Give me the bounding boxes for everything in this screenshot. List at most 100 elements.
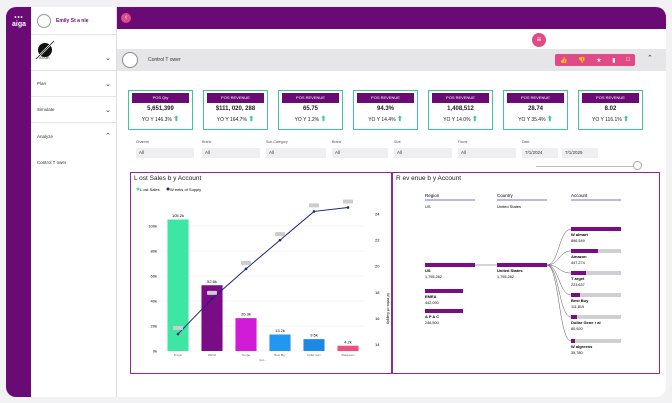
account-value: 223,637 — [571, 283, 585, 287]
kpi-yoy: YO Y 146.3% ⬆ — [129, 115, 192, 123]
kpi-card[interactable]: POS REVENUE 28.74 YO Y 35.4% ⬆ — [503, 90, 568, 130]
kpi-yoy-text: YO Y 116.1% — [591, 117, 622, 123]
account-bar — [571, 249, 598, 253]
bar-data-label: 9.5k — [310, 333, 318, 338]
region-bar — [425, 309, 463, 313]
menu-item-label: Analyze — [37, 133, 54, 139]
kpi-yoy: YO Y 14.4% ⬆ — [354, 115, 417, 123]
tree-column-header: Region — [425, 193, 440, 198]
menu-fab-button[interactable]: ≡ — [532, 33, 546, 47]
x-tick-label: Wal-M — [208, 353, 217, 357]
country-value: 1,795,282 — [497, 275, 514, 279]
bar-0 — [167, 219, 189, 351]
window-icon[interactable]: □ — [626, 57, 630, 63]
menu-subitem-control-tower[interactable]: Control T ower — [31, 149, 116, 175]
menu-subitem-label: Control T ower — [37, 159, 67, 165]
filter-select[interactable]: All — [458, 148, 516, 158]
chevron-up-icon: ⌃ — [105, 133, 111, 140]
line-point-2 — [244, 267, 248, 271]
legend-swatch-lost-sales — [136, 187, 140, 191]
line-data-label-5 — [343, 199, 353, 204]
trash-icon[interactable]: ▮ — [612, 57, 616, 64]
account-value: 111,819 — [571, 305, 584, 309]
star-icon[interactable]: ★ — [596, 57, 602, 64]
x-tick-label: Dollar Gen — [307, 353, 321, 357]
account-bar-bg — [571, 339, 621, 343]
top-bar: ‹ — [117, 7, 666, 29]
line-point-4 — [312, 210, 316, 213]
filter-label: Brand — [332, 140, 342, 144]
filter-select[interactable]: 7/1/2025 — [562, 148, 598, 158]
date-slider-track[interactable] — [536, 166, 636, 167]
thumbs-up-icon[interactable]: 👍 — [560, 57, 568, 64]
brand-mark-icon — [35, 40, 55, 60]
y-tick-label: 80k — [151, 249, 157, 254]
lost-sales-panel: L ost Sales b y Account L ost Sales W eek… — [130, 172, 392, 374]
line-point-1 — [210, 297, 214, 301]
filter-select[interactable]: All — [202, 148, 260, 158]
line-point-0 — [176, 332, 180, 336]
filter-select[interactable]: All — [394, 148, 452, 158]
brand-logo[interactable]: ••• aiga — [11, 15, 26, 28]
filter-select[interactable]: All — [332, 148, 388, 158]
menu-item-plan[interactable]: Plan ⌄ — [31, 71, 116, 97]
kpi-yoy: YO Y 14.0% ⬆ — [429, 115, 492, 123]
bar-data-label: 105.2k — [172, 213, 184, 218]
kpi-title: POS REVENUE — [432, 93, 489, 103]
kpi-value: 8.02 — [604, 106, 617, 112]
legend-weeks-supply: W eeks of Supply — [170, 187, 201, 192]
left-rail: ••• aiga — [6, 7, 31, 397]
menu-item-action[interactable]: Action ⌄ — [31, 45, 116, 71]
region-bar — [425, 289, 463, 293]
page-header: Control T ower 👍 👎 ★ ▮ □ ⌃ — [117, 49, 666, 71]
account-name: W almart — [571, 232, 589, 237]
bar-data-label: 13.2k — [275, 328, 285, 333]
filter-select[interactable]: 7/1/2024 — [522, 148, 558, 158]
kpi-card[interactable]: POS Qty 5,651,399 YO Y 146.3% ⬆ — [128, 90, 193, 130]
account-name: Amazon — [571, 254, 587, 259]
kpi-value: 5,651,399 — [147, 106, 174, 112]
bar-data-label: 52.6k — [207, 279, 217, 284]
kpi-value: 65.75 — [302, 106, 318, 112]
date-slider-handle[interactable] — [633, 161, 642, 170]
kpi-card[interactable]: POS REVENUE 94.3% YO Y 14.4% ⬆ — [353, 90, 418, 130]
side-menu: Emily St a nle Action ⌄ Plan ⌄ Simulate … — [31, 7, 117, 397]
menu-item-analyze[interactable]: Analyze ⌃ — [31, 123, 116, 149]
account-value: 80,920 — [571, 327, 583, 331]
filter-label: Brand — [202, 140, 212, 144]
kpi-title: POS REVENUE — [582, 93, 639, 103]
y2-tick-label: 22 — [375, 238, 380, 243]
filter-label: Sub-Category — [266, 140, 288, 144]
menu-item-label: Plan — [37, 81, 47, 86]
account-name: Dollar Gene r al — [571, 320, 601, 325]
chevron-up-icon[interactable]: ⌃ — [647, 55, 653, 62]
kpi-card[interactable]: POS REVENUE $111, 020, 288 YO Y 164.7% ⬆ — [203, 90, 268, 130]
back-button[interactable]: ‹ — [121, 13, 131, 23]
filter-label: Size — [394, 140, 401, 144]
region-value: 1,795,282 — [425, 275, 442, 279]
kpi-card[interactable]: POS REVENUE 8.02 YO Y 116.1% ⬆ — [578, 90, 643, 130]
kpi-yoy: YO Y 1.2% ⬆ — [279, 115, 342, 123]
account-value: 447,274 — [571, 261, 585, 265]
filter-select[interactable]: All — [266, 148, 326, 158]
lost-sales-title: L ost Sales b y Account — [134, 175, 202, 182]
user-profile[interactable]: Emily St a nle — [31, 7, 116, 35]
kpi-yoy-text: YO Y 1.2% — [294, 117, 320, 123]
thumbs-down-icon[interactable]: 👎 — [578, 57, 586, 64]
account-bar-bg — [571, 271, 621, 275]
line-data-label-4 — [309, 203, 319, 208]
bar-3 — [269, 334, 291, 351]
kpi-value: 94.3% — [376, 106, 394, 112]
kpi-title: POS REVENUE — [507, 93, 564, 103]
filter-select[interactable]: All — [136, 148, 194, 158]
kpi-card[interactable]: POS REVENUE 65.75 YO Y 1.2% ⬆ — [278, 90, 343, 130]
avatar — [37, 13, 51, 28]
kpi-yoy-text: YO Y 14.0% — [443, 117, 471, 123]
region-value: 442,090 — [425, 301, 439, 305]
kpi-card[interactable]: POS REVENUE 1,408,512 YO Y 14.0% ⬆ — [428, 90, 493, 130]
country-name: United States — [497, 268, 523, 273]
account-name: W algreens — [571, 344, 593, 349]
menu-item-simulate[interactable]: Simulate ⌄ — [31, 97, 116, 123]
menu-item-label: Action — [37, 55, 50, 60]
tree-link — [546, 228, 572, 266]
